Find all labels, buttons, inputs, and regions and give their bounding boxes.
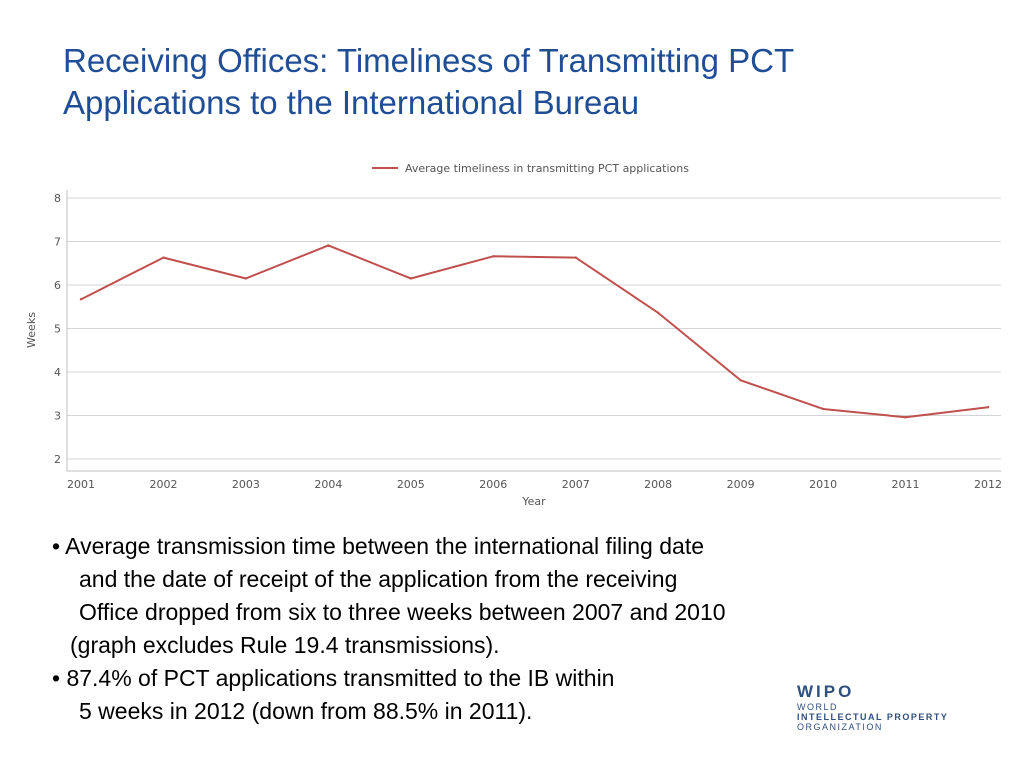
data-point-2006 (492, 255, 495, 258)
data-point-2012 (986, 406, 990, 409)
data-point-2005 (409, 277, 413, 280)
bullet-1-line-4: (graph excludes Rule 19.4 transmissions)… (70, 632, 500, 658)
chart-gridlines (67, 197, 1001, 460)
wipo-logo-line-2: INTELLECTUAL PROPERTY (797, 712, 949, 722)
data-point-2008 (656, 311, 660, 315)
x-tick-label-2002: 2002 (149, 478, 177, 491)
x-tick-label-2008: 2008 (644, 478, 672, 491)
slide-title: Receiving Offices: Timeliness of Transmi… (63, 40, 1003, 124)
line-chart: 2 3 4 5 6 7 8 2001 2002 2003 2004 2005 2006 2007 2008 2… (0, 150, 1024, 520)
x-axis-label: Year (521, 495, 546, 508)
y-tick-label-3: 3 (54, 410, 61, 423)
y-tick-label-7: 7 (54, 236, 61, 249)
bullet-2-line-2: 5 weeks in 2012 (down from 88.5% in 2011… (79, 698, 533, 724)
x-tick-label-2001: 2001 (67, 478, 95, 491)
x-tick-label-2012: 2012 (974, 478, 1002, 491)
x-tick-label-2005: 2005 (397, 478, 425, 491)
slide-title-line-1: Receiving Offices: Timeliness of Transmi… (63, 42, 795, 79)
data-point-2003 (244, 277, 248, 280)
data-point-2007 (574, 256, 577, 259)
wipo-logo-line-1: WORLD (797, 702, 838, 712)
x-tick-label-2010: 2010 (809, 478, 837, 491)
data-point-2010 (821, 407, 825, 411)
bullet-2-line-1: • 87.4% of PCT applications transmitted … (52, 665, 615, 691)
bullet-1-line-1: • Average transmission time between the … (52, 533, 705, 559)
data-point-2001 (79, 298, 83, 301)
wipo-logo: WIPO WORLD INTELLECTUAL PROPERTY ORGANIZ… (797, 682, 997, 732)
y-tick-label-4: 4 (54, 366, 61, 379)
data-point-2009 (739, 379, 742, 382)
y-tick-label-5: 5 (54, 323, 61, 336)
slide-title-line-2: Applications to the International Bureau (63, 84, 640, 121)
bullet-list: • Average transmission time between the … (52, 530, 952, 728)
chart-axes (66, 190, 1001, 472)
y-axis-label: Weeks (25, 312, 38, 348)
x-tick-label-2009: 2009 (727, 478, 755, 491)
bullet-1-line-3: Office dropped from six to three weeks b… (79, 599, 726, 625)
x-tick-label-2004: 2004 (314, 478, 342, 491)
series-line-0 (80, 244, 989, 419)
wipo-logo-line-3: ORGANIZATION (797, 722, 883, 732)
bullet-1-line-2: and the date of receipt of the applicati… (79, 566, 678, 592)
data-point-2004 (327, 244, 330, 247)
chart-legend: Average timeliness in transmitting PCT a… (372, 162, 689, 175)
data-point-2011 (904, 416, 907, 419)
x-tick-label-2011: 2011 (892, 478, 920, 491)
x-tick-label-2003: 2003 (232, 478, 260, 491)
chart-svg: 2 3 4 5 6 7 8 2001 2002 2003 2004 2005 2006 2007 2008 2… (25, 162, 1002, 508)
y-tick-label-6: 6 (54, 279, 61, 292)
x-tick-label-2007: 2007 (562, 478, 590, 491)
y-tick-label-2: 2 (54, 453, 61, 466)
wipo-logo-mark: WIPO (797, 682, 855, 701)
y-tick-label-8: 8 (54, 192, 61, 205)
x-tick-label-2006: 2006 (479, 478, 507, 491)
chart-series (79, 244, 990, 419)
chart-tick-labels: 2 3 4 5 6 7 8 2001 2002 2003 2004 2005 2006 2007 2008 2… (54, 192, 1002, 491)
data-point-2002 (162, 256, 165, 259)
legend-label-0: Average timeliness in transmitting PCT a… (405, 162, 689, 175)
